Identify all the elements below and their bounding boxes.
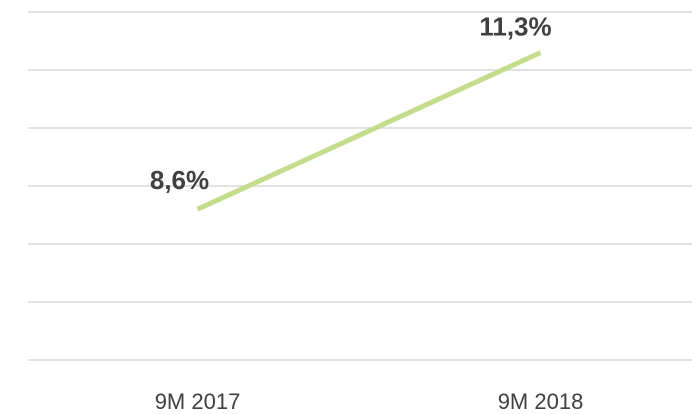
x-tick-label: 9M 2018: [498, 389, 584, 414]
line: [196, 50, 542, 212]
data-label: 11,3%: [479, 11, 551, 41]
x-tick-label: 9M 2017: [155, 389, 241, 414]
data-label: 8,6%: [150, 165, 209, 195]
